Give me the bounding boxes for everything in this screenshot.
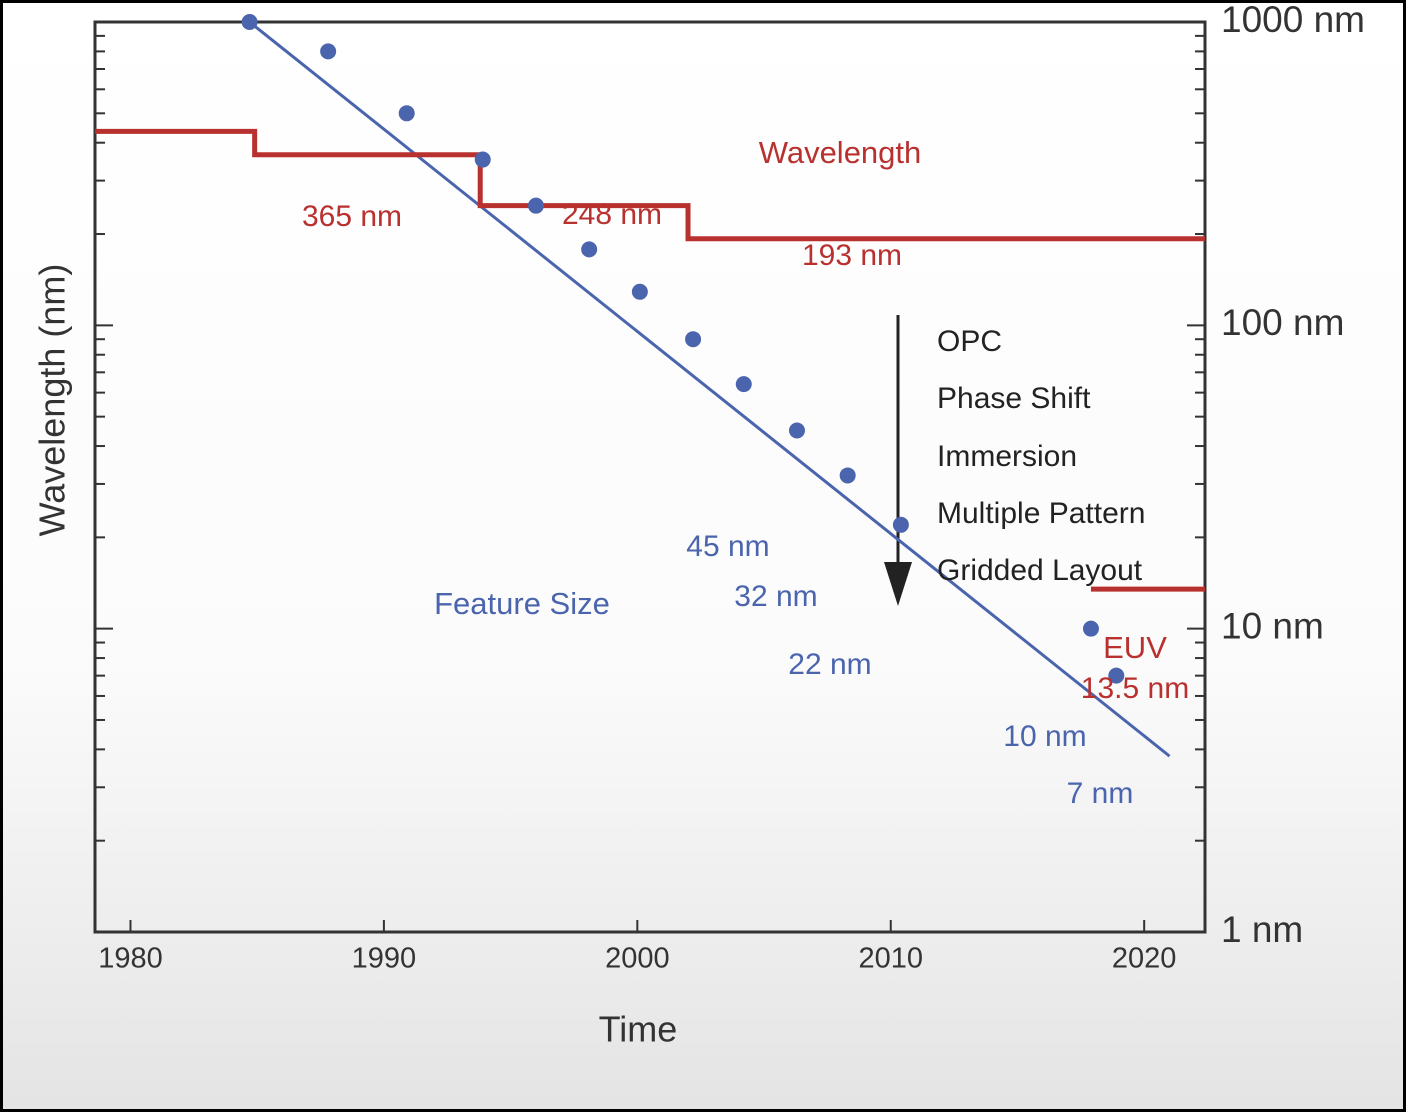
point	[474, 151, 491, 168]
trend-line	[248, 20, 1171, 758]
point	[735, 376, 752, 393]
annotation: Phase Shift	[937, 382, 1091, 415]
x-axis-label: Time	[599, 1009, 678, 1050]
y-tick-label: 1 nm	[1221, 909, 1303, 950]
step-line	[95, 128, 1205, 242]
annotation: OPC	[937, 325, 1002, 358]
point	[581, 241, 598, 258]
background	[3, 3, 1403, 1109]
annotation: 32 nm	[734, 580, 817, 613]
annotation: 13.5 nm	[1081, 672, 1189, 705]
x-tick-label: 1990	[352, 943, 417, 975]
plot-frame	[93, 20, 1207, 934]
x-tick-label: 2010	[858, 943, 923, 975]
annotation: 22 nm	[788, 648, 871, 681]
point	[241, 14, 258, 30]
y-axis-label: Wavelength (nm)	[32, 264, 73, 537]
annotation: 45 nm	[686, 530, 769, 563]
point	[685, 331, 702, 348]
point	[788, 422, 805, 439]
annotation: 7 nm	[1067, 777, 1134, 810]
point	[527, 197, 544, 214]
point	[398, 105, 415, 122]
x-tick-label: 1980	[98, 943, 163, 975]
annotation: 248 nm	[562, 198, 662, 231]
annotation: Gridded Layout	[937, 554, 1143, 587]
series-label: Wavelength	[759, 135, 922, 170]
point	[320, 43, 337, 60]
point	[892, 516, 909, 533]
annotation: Multiple Pattern	[937, 497, 1145, 530]
y-tick-label: 100 nm	[1221, 302, 1344, 343]
x-tick-label: 2020	[1112, 943, 1177, 975]
x-tick-label: 2000	[605, 943, 670, 975]
point	[1082, 620, 1099, 637]
annotation: 193 nm	[802, 239, 902, 272]
annotation: 365 nm	[302, 200, 402, 233]
series-label: EUV	[1103, 630, 1167, 665]
y-tick-label: 10 nm	[1221, 605, 1324, 646]
annotation: 10 nm	[1003, 720, 1086, 753]
point	[1108, 667, 1125, 684]
arrow-head	[884, 562, 912, 606]
point	[631, 283, 648, 300]
annotation: Immersion	[937, 440, 1077, 473]
series-label: Feature Size	[434, 586, 610, 621]
y-tick-label: 1000 nm	[1221, 0, 1365, 40]
point	[839, 467, 856, 484]
